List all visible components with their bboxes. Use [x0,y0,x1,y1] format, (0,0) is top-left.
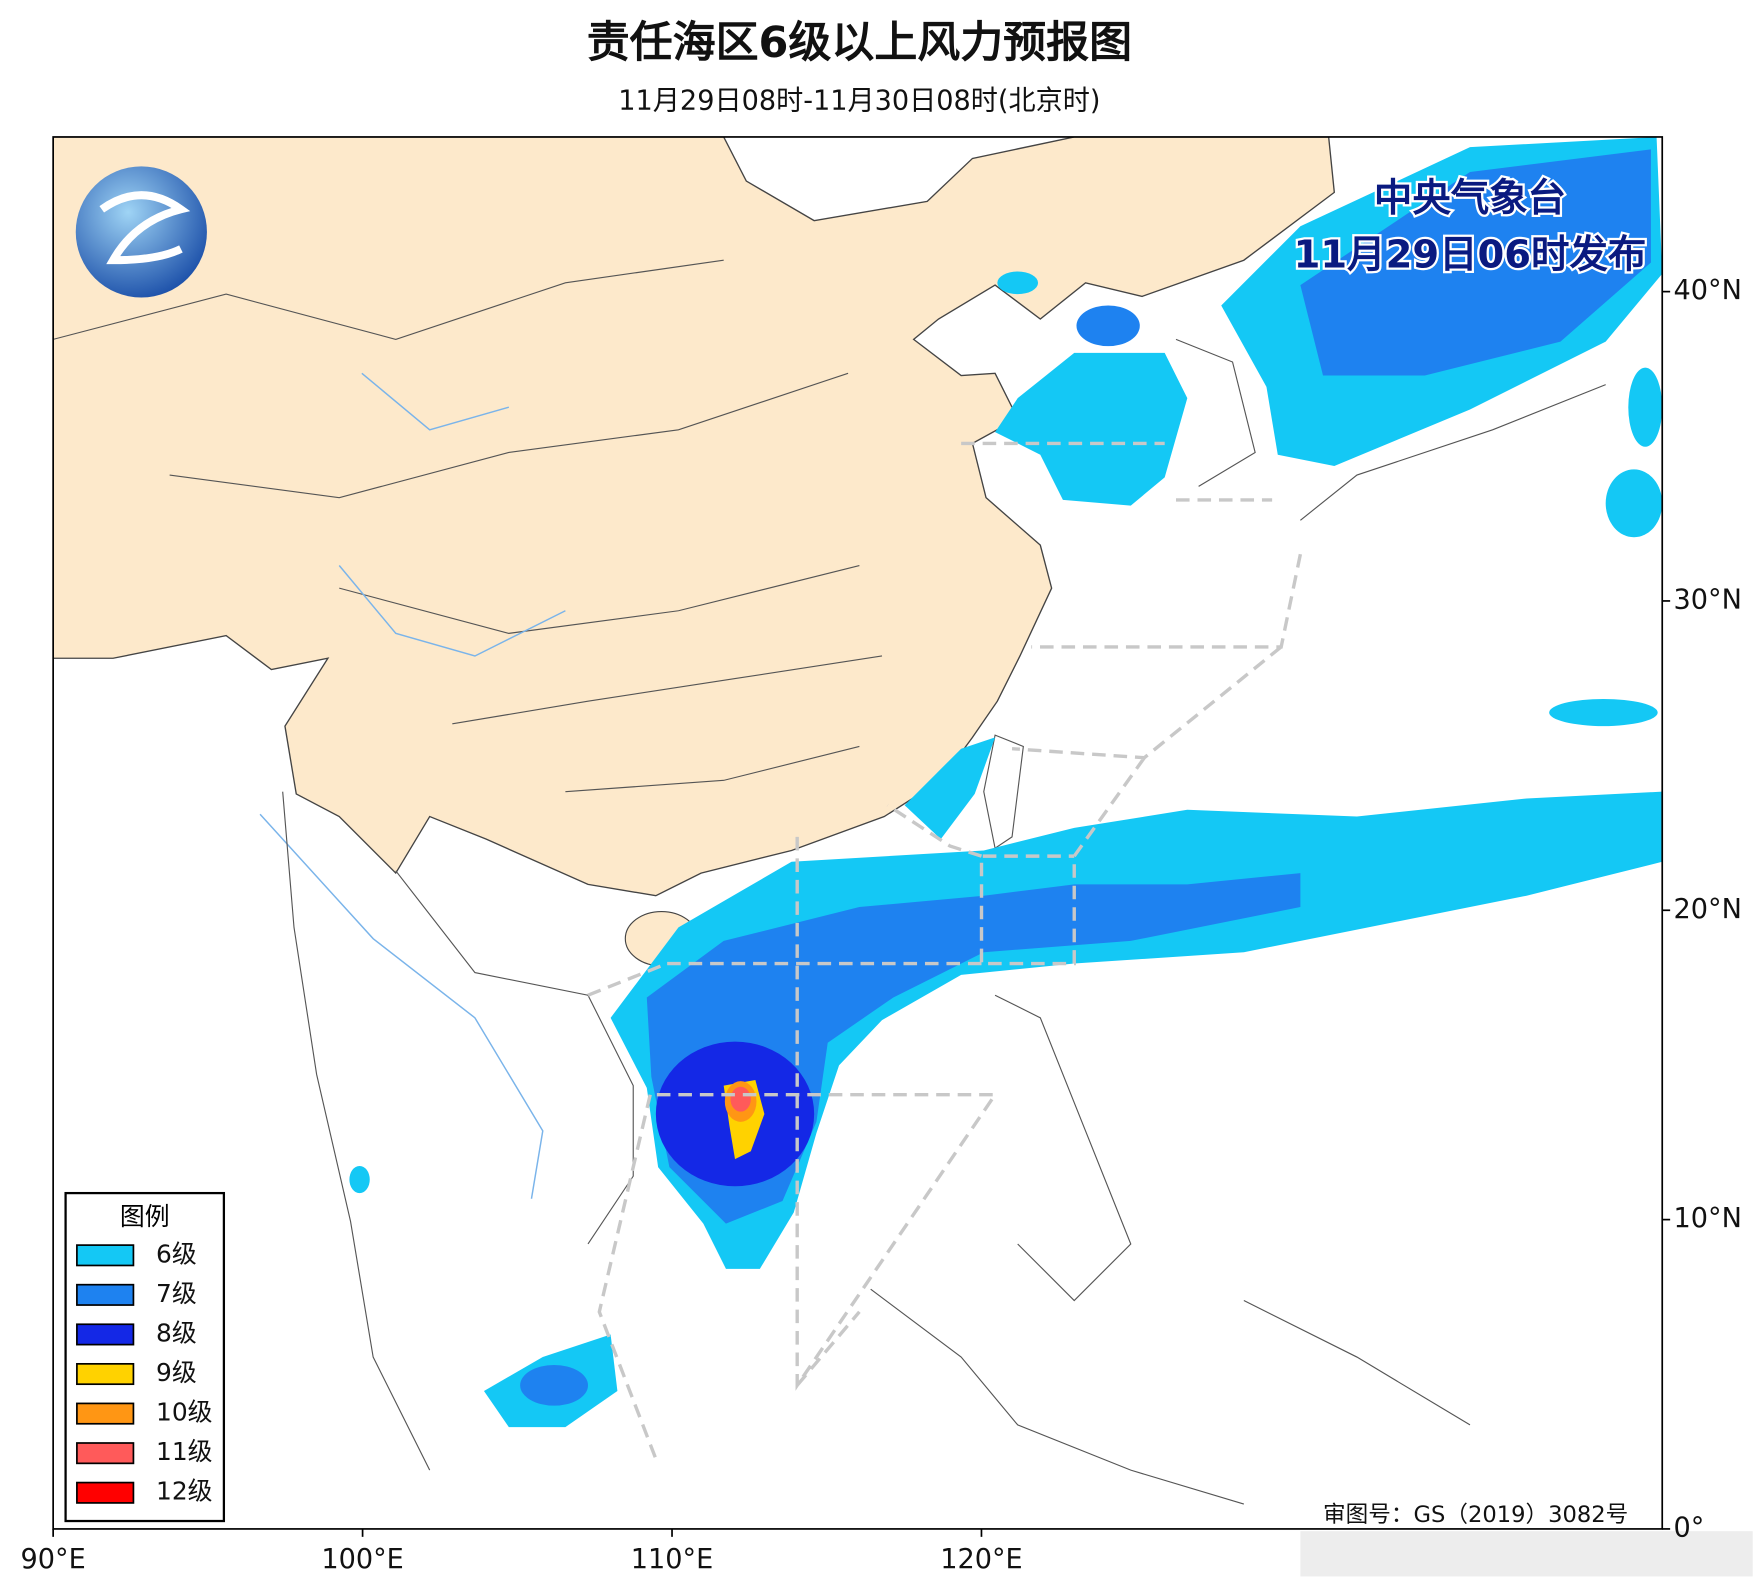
watermark [1300,1531,1753,1577]
x-tick-label: 120°E [940,1544,1022,1575]
province-borders [53,259,883,793]
review-number: 审图号：GS（2019）3082号 [1323,1502,1628,1528]
legend-swatch [76,1283,135,1306]
y-tick-label: 10°N [1674,1203,1742,1234]
legend-swatch [76,1362,135,1386]
legend: 图例 6级 7级 8级 9级 10级 11级 12级 [64,1191,226,1523]
y-tick-label: 30°N [1674,584,1742,615]
legend-swatch [76,1323,135,1346]
wind-11 [730,1086,751,1112]
x-tick-label: 90°E [21,1544,86,1575]
legend-swatch [76,1402,135,1425]
map-area [53,136,1663,1529]
coastlines [282,338,1606,1505]
legend-swatch [76,1442,135,1465]
legend-label: 9级 [156,1358,197,1387]
x-tick-label: 100°E [321,1544,403,1575]
sea-zone-lines [587,441,1303,1460]
y-tick-label: 20°N [1674,894,1742,925]
issuer-name: 中央气象台 [1374,176,1566,221]
map-frame [52,136,1664,1530]
legend-label: 10级 [156,1398,213,1427]
legend-label: 6级 [156,1239,197,1268]
rivers [259,372,566,1199]
map-subtitle: 11月29日08时-11月30日08时(北京时) [618,85,1100,116]
legend-swatch [76,1244,135,1267]
issue-time: 11月29日06时发布 [1294,232,1647,277]
legend-label: 8级 [156,1318,197,1347]
legend-title: 图例 [120,1202,170,1231]
logo-mark [99,191,191,265]
y-tick-label: 40°N [1674,275,1742,306]
legend-swatch [76,1481,135,1504]
legend-label: 7级 [156,1279,197,1308]
y-tick-label: 0° [1674,1512,1705,1543]
x-tick-label: 110°E [631,1544,713,1575]
legend-label: 11级 [156,1437,213,1466]
china-land [53,136,1336,897]
legend-label: 12级 [156,1477,213,1506]
map-title: 责任海区6级以上风力预报图 [587,18,1132,68]
